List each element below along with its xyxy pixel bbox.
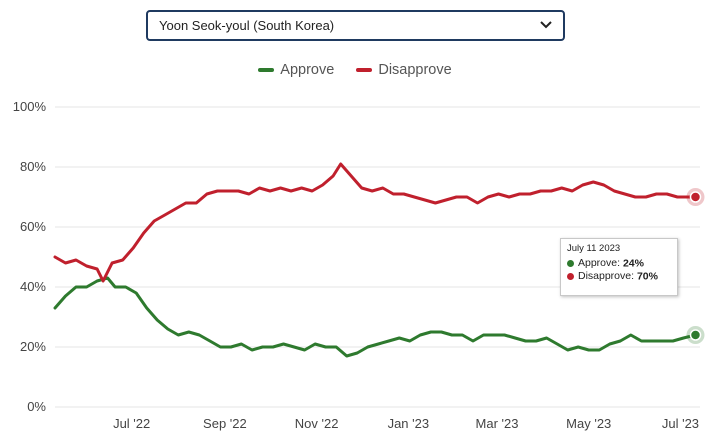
x-tick-label: May '23	[566, 416, 611, 431]
tooltip-disapprove-value: 70%	[636, 270, 658, 283]
legend-swatch-disapprove	[356, 68, 373, 73]
tooltip-row-disapprove: Disapprove: 70%	[567, 270, 671, 283]
legend-item-approve[interactable]: Approve	[258, 62, 334, 78]
series-end-point-approve	[689, 329, 702, 341]
tooltip-date: July 11 2023	[567, 243, 621, 254]
legend-swatch-approve	[258, 68, 275, 73]
tooltip-disapprove-dot	[567, 273, 574, 281]
tooltip-row-approve: Approve: 24%	[567, 257, 671, 270]
y-tick-label: 100%	[13, 99, 47, 114]
x-tick-label: Nov '22	[295, 416, 339, 431]
y-tick-label: 0%	[27, 399, 46, 414]
y-tick-label: 20%	[20, 339, 46, 354]
x-tick-label: Mar '23	[476, 416, 519, 431]
tooltip-approve-dot	[567, 260, 574, 267]
x-tick-label: Sep '22	[203, 416, 247, 431]
leader-select[interactable]: Yoon Seok-youl (South Korea)	[146, 10, 565, 41]
tooltip-disapprove-label: Disapprove:	[578, 270, 635, 283]
chevron-down-icon	[540, 21, 552, 29]
y-tick-label: 80%	[20, 159, 46, 174]
tooltip-approve-value: 24%	[622, 257, 644, 270]
series-line-disapprove	[53, 162, 697, 283]
y-tick-label: 60%	[20, 219, 46, 234]
tooltip-approve-label: Approve:	[578, 257, 621, 269]
x-tick-label: Jan '23	[388, 416, 430, 431]
x-tick-label: Jul '23	[662, 416, 699, 431]
series-end-point-disapprove	[689, 191, 702, 203]
chart-legend: Approve Disapprove	[0, 62, 710, 78]
hover-tooltip: July 11 2023 Approve: 24% Disapprove: 70…	[560, 238, 678, 296]
x-tick-label: Jul '22	[113, 416, 150, 431]
leader-select-value: Yoon Seok-youl (South Korea)	[159, 18, 335, 33]
legend-item-disapprove[interactable]: Disapprove	[356, 62, 452, 79]
series-line-approve	[53, 276, 697, 358]
legend-label-disapprove: Disapprove	[378, 62, 452, 79]
legend-label-approve: Approve	[280, 62, 335, 79]
y-tick-label: 40%	[20, 279, 46, 294]
